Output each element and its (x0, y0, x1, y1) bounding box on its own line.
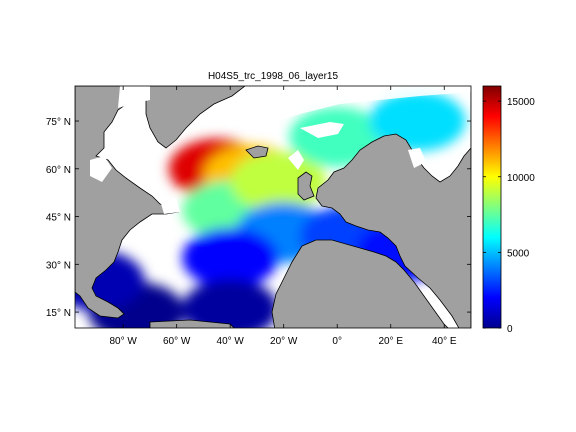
x-tick-label: 20° E (378, 336, 403, 347)
y-tick-label: 45° N (46, 213, 71, 224)
land-south-america (149, 319, 235, 328)
x-tick-label: 0° (332, 336, 342, 347)
y-tick-label: 30° N (46, 260, 71, 271)
colorbar-tick-label: 15000 (507, 97, 535, 108)
colorbar: 0 5000 10000 15000 (482, 85, 535, 335)
field-region-7 (182, 227, 279, 288)
x-tick-label: 20° W (270, 336, 298, 347)
x-tick-label: 60° W (163, 336, 191, 347)
land-africa (271, 239, 449, 328)
y-axis: 15° N 30° N 45° N 60° N 75° N (46, 117, 471, 319)
y-tick-label: 75° N (46, 117, 71, 128)
land-britain (297, 171, 315, 201)
field-region-8 (182, 278, 279, 328)
chart-title: H04S5_trc_1998_06_layer15 (208, 71, 339, 82)
colorbar-tick-label: 5000 (507, 248, 530, 259)
colorbar-tick-label: 0 (507, 324, 513, 335)
land-europe-asia (315, 86, 471, 328)
no-data-areas (90, 86, 471, 214)
colorbar-ticks: 0 5000 10000 15000 (483, 97, 535, 335)
colorbar-tick-label: 10000 (507, 173, 535, 184)
land-greenland (145, 86, 246, 149)
land-north-america (75, 86, 179, 319)
y-tick-label: 15° N (46, 308, 71, 319)
land-iceland (245, 145, 269, 159)
map-axes (75, 86, 471, 328)
land-masses (75, 86, 471, 328)
plot-frame (74, 85, 472, 329)
x-tick-label: 40° W (217, 336, 245, 347)
y-tick-label: 60° N (46, 165, 71, 176)
x-tick-label: 40° E (432, 336, 457, 347)
x-tick-label: 80° W (109, 336, 137, 347)
x-axis: 80° W 60° W 40° W 20° W 0° 20° E 40° E (109, 86, 457, 347)
colorbar-gradient (482, 85, 502, 329)
